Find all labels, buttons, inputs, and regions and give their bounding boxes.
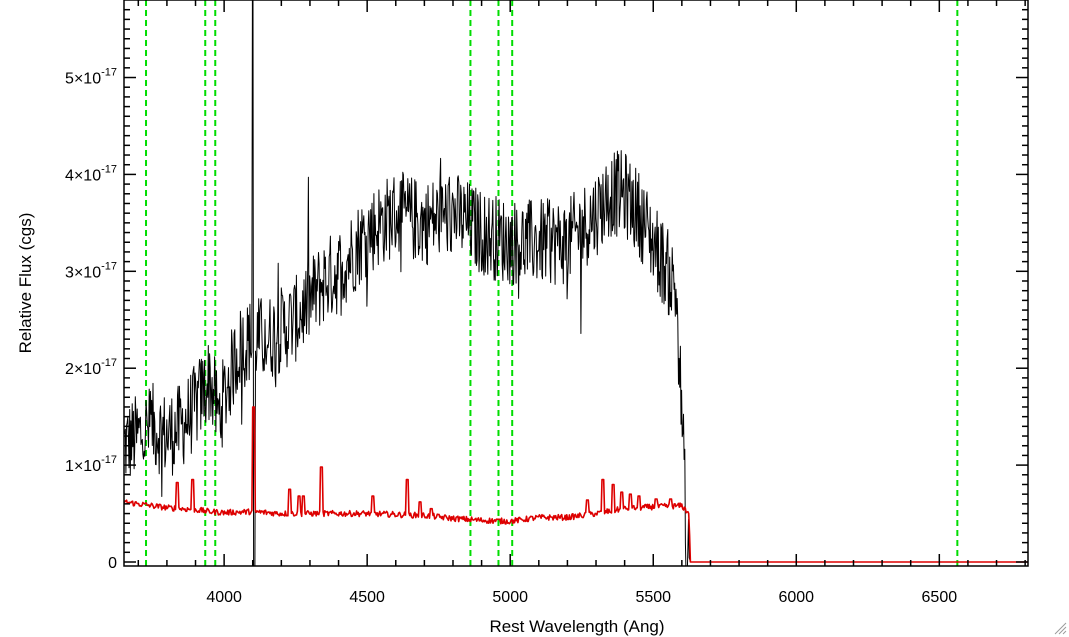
y-tick-mantissa: 1×10 (65, 458, 101, 475)
y-tick-mantissa: 4×10 (65, 167, 101, 184)
y-tick-labels: 01×10-172×10-173×10-174×10-175×10-17 (65, 67, 117, 572)
resize-grip-icon[interactable] (1053, 621, 1067, 635)
y-tick-label-4: 4×10-17 (65, 163, 117, 184)
x-tick-label-4500: 4500 (349, 589, 385, 606)
y-tick-label-3: 3×10-17 (65, 260, 117, 281)
spectrum-series (124, 0, 1028, 566)
plot-frame (123, 0, 1029, 567)
x-tick-labels: 4000 4500 5000 5500 6000 6500 (206, 589, 957, 606)
y-tick-mantissa: 3×10 (65, 264, 101, 281)
y-tick-label-1: 1×10-17 (65, 454, 117, 475)
y-tick-exponent: -17 (101, 260, 117, 272)
x-tick-label-5000: 5000 (492, 589, 528, 606)
x-tick-label-6500: 6500 (922, 589, 958, 606)
y-tick-label-5: 5×10-17 (65, 67, 117, 88)
x-tick-label-5500: 5500 (635, 589, 671, 606)
axis-ticks (124, 0, 1028, 566)
emission-line-markers (145, 0, 959, 566)
y-tick-exponent: -17 (101, 163, 117, 175)
y-axis-label: Relative Flux (cgs) (16, 213, 35, 354)
x-tick-label-4000: 4000 (206, 589, 242, 606)
y-tick-mantissa: 0 (108, 555, 117, 572)
x-axis-label: Rest Wavelength (Ang) (489, 617, 664, 636)
model-spectrum-line (124, 406, 1028, 563)
y-tick-exponent: -17 (101, 454, 117, 466)
y-tick-label-2: 2×10-17 (65, 357, 117, 378)
y-tick-mantissa: 2×10 (65, 361, 101, 378)
y-tick-exponent: -17 (101, 67, 117, 79)
y-tick-label-0: 0 (108, 555, 117, 572)
y-tick-exponent: -17 (101, 357, 117, 369)
y-tick-mantissa: 5×10 (65, 71, 101, 88)
x-tick-label-6000: 6000 (778, 589, 814, 606)
observed-spectrum-line (124, 0, 691, 566)
